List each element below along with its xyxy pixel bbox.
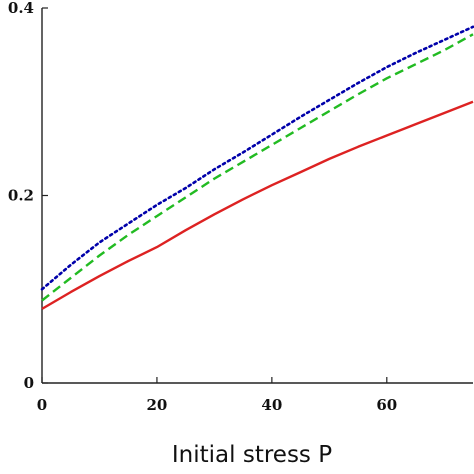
x-tick-label: 40 (261, 396, 282, 414)
series-line-solid (41, 100, 474, 310)
y-tick-label: 0 (24, 374, 34, 392)
x-axis-ticks: 0 20 40 60 (37, 377, 397, 414)
series-layer (40, 25, 474, 310)
y-tick-label: 0.4 (8, 0, 34, 17)
x-tick-label: 0 (37, 396, 47, 414)
series-line-dashed (41, 33, 474, 302)
x-tick-label: 60 (376, 396, 397, 414)
y-axis-ticks: 0 0.2 0.4 (8, 0, 48, 392)
x-tick-label: 20 (146, 396, 167, 414)
y-tick-label: 0.2 (8, 187, 34, 205)
plot-frame (41, 8, 473, 384)
series-line-dotted (40, 25, 474, 291)
x-axis-title: Initial stress P (172, 442, 332, 468)
